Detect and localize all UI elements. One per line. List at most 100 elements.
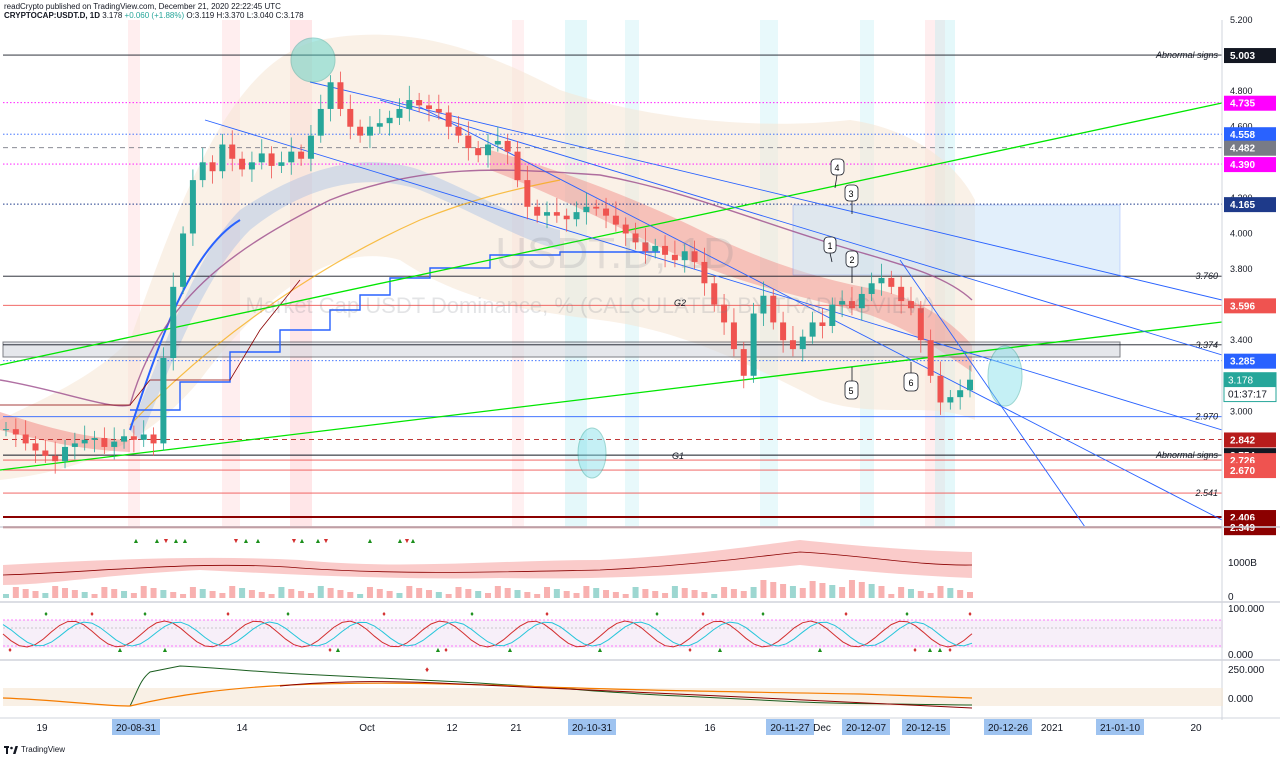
volume-bar-33: [327, 588, 334, 598]
candle-body-29: [288, 151, 295, 163]
x-tick-14: 21-01-10: [1100, 723, 1140, 734]
osc-signal-bottom-10: ▲: [717, 647, 724, 654]
volume-signal-11: ▼: [323, 538, 330, 545]
callout-5: 5: [844, 367, 859, 400]
callout-6: 6: [903, 362, 919, 392]
svg-text:2: 2: [849, 255, 854, 265]
dark-red-line: [0, 279, 301, 406]
level-badge-9: 3.285: [1224, 353, 1276, 369]
volume-bar-92: [907, 589, 914, 598]
volume-signal-13: ▲: [397, 538, 404, 545]
volume-signal-1: ▲: [154, 538, 161, 545]
volume-bar-49: [485, 593, 491, 598]
candle-body-83: [819, 322, 826, 326]
obv-marker: ♦: [425, 665, 429, 674]
candle-body-11: [111, 441, 118, 447]
candle-body-68: [671, 254, 678, 261]
osc-signal-top-13: ♦: [968, 611, 972, 618]
baseline-step: [130, 251, 660, 411]
volume-bar-22: [219, 593, 226, 598]
volume-signal-10: ▲: [315, 538, 322, 545]
y-tick-6: 3.400: [1230, 335, 1253, 345]
header-last: 3.178: [102, 11, 123, 20]
candle-body-35: [347, 108, 354, 127]
candle-body-16: [160, 358, 167, 444]
volume-bar-71: [701, 592, 708, 598]
volume-bar-64: [632, 587, 639, 598]
level-badge-11: 2.842: [1224, 432, 1276, 448]
volume-bar-40: [396, 593, 403, 598]
x-tick-bg-6: [568, 719, 616, 735]
volume-bar-28: [278, 587, 285, 598]
volume-bar-7: [71, 590, 78, 598]
x-tick-3: Oct: [359, 723, 375, 734]
price-badges: 5.003 4.735 4.558 4.482 4.390 4.165 3.596 3.285…: [1223, 48, 1277, 536]
watermark-name: Market Cap USDT Dominance, % (CALCULATED…: [245, 293, 934, 318]
volume-bar-35: [347, 592, 354, 598]
volume-pane: ▲ ▲ ▼ ▲ ▲ ▼ ▲ ▲ ▼ ▲ ▲ ▼ ▲ ▲ ▼ ▲: [2, 538, 973, 598]
level-note-10: 2.970: [1194, 412, 1218, 422]
candle-body-18: [180, 233, 187, 287]
volume-bar-3: [32, 591, 39, 598]
osc-signal-markers: ♦ ♦ ♦ ♦ ♦ ♦ ♦ ♦ ♦ ♦ ♦ ♦ ♦ ♦♦ ▲ ▲ ♦ ▲ ▲ ♦ ▲ ▲ ♦ ▲ ▲ ♦ ▲ ▲ ♦: [8, 611, 972, 654]
candle-body-76: [750, 313, 757, 376]
tradingview-logo-icon: [4, 745, 18, 754]
candle-body-41: [406, 100, 413, 109]
level-badge-text-13: 2.726: [1230, 456, 1255, 467]
osc-signal-top-10: ♦: [761, 611, 765, 618]
candle-body-38: [376, 123, 383, 127]
candle-body-26: [258, 153, 265, 163]
volume-bar-25: [248, 590, 255, 598]
highlight-ellipse-right: [987, 345, 1023, 407]
candle-body-98: [967, 379, 973, 391]
volume-bar-17: [170, 592, 177, 598]
x-tick-12: 20-12-26: [988, 723, 1028, 734]
candle-body-2: [22, 434, 29, 444]
osc-signal-bottom-13: ▲: [927, 647, 934, 654]
price-badge-bg-1: [1223, 386, 1277, 403]
candle-body-30: [298, 151, 305, 159]
volume-bar-59: [583, 586, 590, 598]
volume-bar-80: [789, 586, 796, 598]
y-tick-1: 4.800: [1230, 86, 1253, 96]
obv-green-line: [129, 665, 973, 707]
x-tick-bg-14: [1096, 719, 1144, 735]
candle-body-46: [455, 126, 462, 136]
highlight-ellipse-g1: [577, 427, 607, 479]
level-note-12: Abnormal signs: [1155, 450, 1219, 460]
candle-body-89: [878, 277, 885, 284]
x-tick-4: 12: [446, 723, 458, 734]
candle-body-3: [32, 443, 39, 451]
volume-signal-9: ▲: [299, 538, 306, 545]
svg-text:4: 4: [834, 163, 839, 173]
level-badge-bg-14: [1224, 463, 1276, 479]
level-badge-bg-3: [1224, 140, 1276, 156]
osc-signal-top-4: ♦: [286, 611, 290, 618]
candle-body-87: [858, 293, 865, 309]
candle-body-39: [386, 117, 393, 124]
obv-axis-label-0: 0.000: [1228, 694, 1253, 705]
level-badge-bg-5: [1224, 197, 1276, 213]
callout-1: 1: [823, 236, 837, 263]
volume-bar-42: [416, 588, 423, 598]
osc-signal-bottom-8: ▲: [597, 647, 604, 654]
candle-body-54: [534, 206, 541, 216]
volume-bar-91: [898, 587, 905, 598]
candle-body-23: [229, 144, 236, 159]
volume-bar-4: [42, 593, 49, 598]
tradingview-brand: TradingView: [21, 745, 66, 754]
level-badge-0: 5.003: [1224, 48, 1276, 64]
header-publisher: readCrypto published on TradingView.com,…: [4, 2, 281, 11]
volume-signal-7: ▲: [255, 538, 262, 545]
volume-signal-15: ▲: [410, 538, 417, 545]
volume-bar-88: [868, 584, 875, 598]
volume-bar-51: [504, 588, 511, 598]
x-tick-9: Dec: [813, 723, 831, 734]
candle-body-82: [809, 322, 816, 337]
candle-body-75: [740, 349, 747, 376]
candle-body-47: [465, 135, 472, 149]
obv-darkred-line: [279, 681, 973, 709]
candle-body-79: [780, 322, 787, 341]
osc-band: [3, 620, 1223, 648]
